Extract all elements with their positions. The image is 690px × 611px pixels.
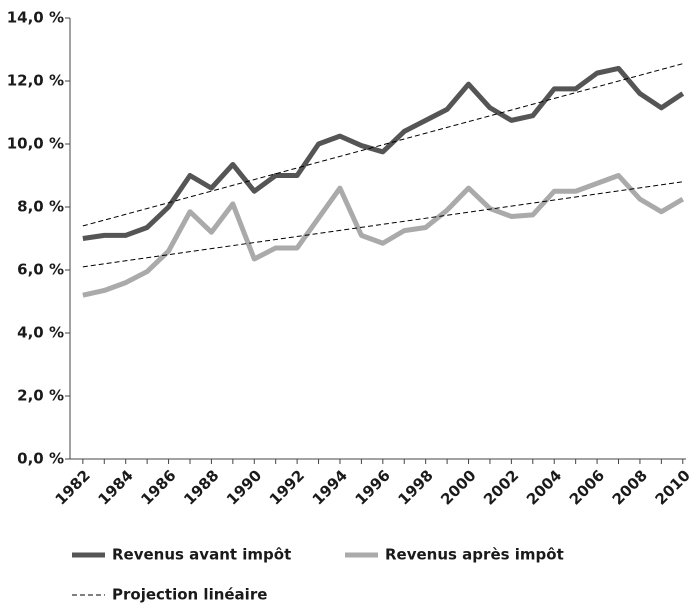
x-tick-label: 2002 (480, 466, 522, 508)
x-tick-label: 2010 (652, 466, 690, 508)
legend-label: Revenus après impôt (385, 546, 564, 564)
legend-label: Revenus avant impôt (112, 546, 291, 564)
x-tick-label: 1988 (180, 466, 222, 508)
y-tick-label: 2,0 % (17, 387, 64, 405)
x-tick-label: 1982 (52, 466, 94, 508)
y-tick-label: 14,0 % (7, 9, 64, 27)
x-tick-label: 1990 (223, 466, 265, 508)
x-tick-label: 1992 (266, 466, 308, 508)
x-tick-label: 1994 (309, 466, 351, 508)
x-tick-label: 2004 (523, 466, 565, 508)
series-line (82, 65, 685, 241)
trend-line (82, 63, 683, 227)
y-tick-label: 6,0 % (17, 261, 64, 279)
trend-line (82, 181, 683, 268)
x-tick-label: 1998 (394, 466, 436, 508)
x-tick-label: 2000 (437, 466, 479, 508)
x-tick-label: 2006 (566, 466, 608, 508)
legend-label: Projection linéaire (112, 586, 267, 604)
series-line (82, 173, 685, 298)
y-tick-label: 10,0 % (7, 135, 64, 153)
x-tick-label: 1996 (352, 466, 394, 508)
x-tick-label: 2008 (609, 466, 651, 508)
y-tick-label: 0,0 % (17, 450, 64, 468)
y-tick-label: 8,0 % (17, 198, 64, 216)
y-tick-label: 12,0 % (7, 72, 64, 90)
x-tick-label: 1986 (137, 466, 179, 508)
x-tick-label: 1984 (94, 466, 136, 508)
y-tick-label: 4,0 % (17, 324, 64, 342)
